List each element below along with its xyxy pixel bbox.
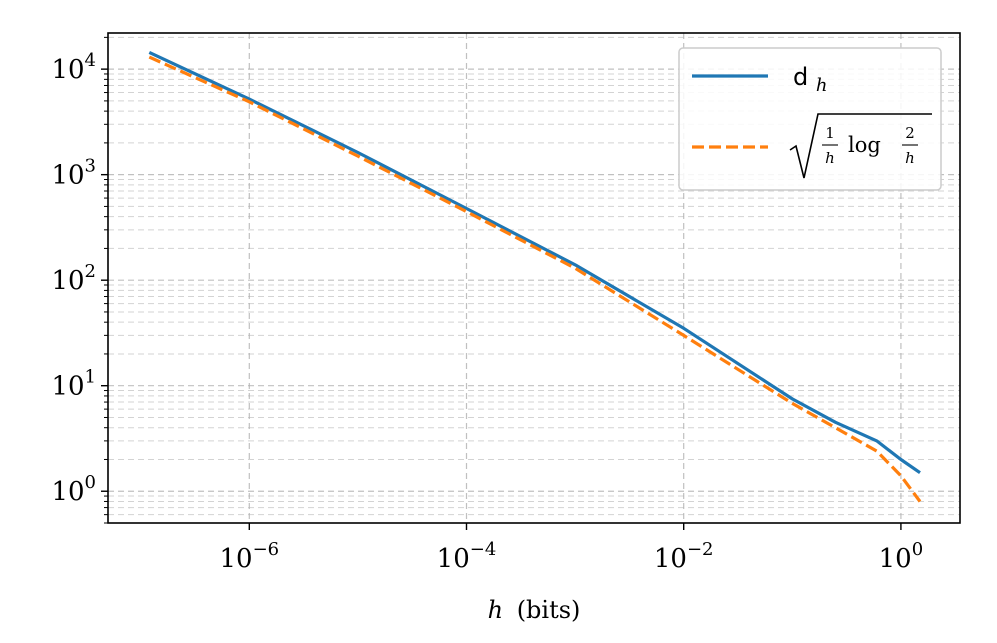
y-tick-exponent: 2 (85, 261, 96, 282)
legend-box (678, 47, 942, 191)
y-tick-base: 10 (51, 161, 84, 191)
x-tick-base: 10 (437, 544, 470, 574)
x-tick-exponent: −2 (687, 539, 714, 560)
formula-denominator-2: h (905, 149, 915, 167)
y-tick-base: 10 (51, 372, 84, 402)
y-tick-exponent: 4 (85, 50, 96, 71)
formula-numerator-1: 1 (825, 124, 835, 142)
x-tick-label: 100 (879, 539, 924, 574)
y-tick-base: 10 (51, 55, 84, 85)
legend-label-d: d (793, 63, 808, 91)
x-tick-label: 10−2 (654, 539, 714, 574)
x-axis-label-var: h (488, 596, 503, 624)
x-tick-exponent: −4 (470, 539, 497, 560)
x-tick-base: 10 (879, 544, 912, 574)
series-layer (148, 50, 922, 503)
legend-label-sub-h: h (816, 75, 828, 96)
x-tick-base: 10 (654, 544, 687, 574)
y-tick-exponent: 1 (85, 367, 96, 388)
y-tick-label: 103 (51, 156, 96, 191)
formula-numerator-2: 2 (905, 124, 915, 142)
ticks-layer (101, 36, 902, 530)
axes-frame (107, 32, 961, 524)
sqrt-sign-icon (789, 113, 932, 179)
formula-denominator-1: h (825, 149, 835, 167)
minor-gridlines (108, 36, 960, 524)
legend: d h 1 h log 2 h (678, 47, 942, 191)
x-tick-label: 10−4 (437, 539, 497, 574)
x-axis-label-unit: (bits) (517, 596, 581, 624)
legend-label-d-h: d h (793, 63, 827, 96)
x-tick-exponent: −6 (253, 539, 280, 560)
series-line-d-h (148, 50, 921, 475)
x-tick-label: 10−6 (219, 539, 279, 574)
x-tick-exponent: 0 (912, 539, 923, 560)
y-tick-label: 101 (51, 367, 96, 402)
x-tick-base: 10 (219, 544, 252, 574)
y-tick-exponent: 0 (85, 472, 96, 493)
y-tick-label: 102 (51, 261, 96, 296)
legend-label-sqrt-formula: 1 h log 2 h (789, 113, 932, 179)
y-tick-label: 100 (51, 472, 96, 507)
y-tick-base: 10 (51, 477, 84, 507)
formula-log: log (848, 133, 881, 157)
x-axis-label: h (bits) (488, 596, 581, 624)
y-tick-label: 104 (51, 50, 96, 85)
series-line-sqrt (148, 55, 922, 503)
y-tick-base: 10 (51, 266, 84, 296)
y-tick-exponent: 3 (85, 156, 96, 177)
